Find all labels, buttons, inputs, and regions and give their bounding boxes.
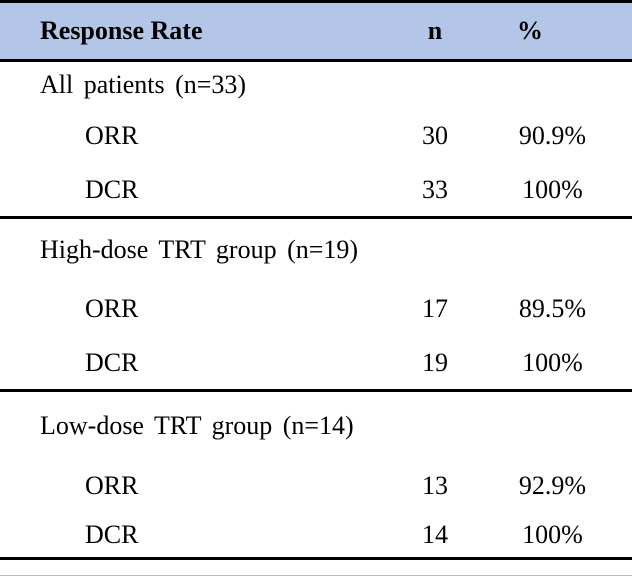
row-label: ORR (85, 294, 139, 323)
row-label: DCR (85, 175, 139, 204)
section-all-patients: All patients (n=33) ORR 30 90.9% DCR 33 … (0, 62, 632, 216)
cell-n: 13 (422, 471, 448, 500)
section-low-dose-trt: Low-dose TRT group (n=14) ORR 13 92.9% D… (0, 389, 632, 560)
cell-percent: 100% (522, 348, 583, 377)
header-response-rate: Response Rate (40, 16, 203, 45)
row-label: ORR (85, 121, 139, 150)
row-label: DCR (85, 348, 139, 377)
cell-percent: 92.9% (518, 471, 587, 500)
section-title-row: High-dose TRT group (n=19) (0, 219, 632, 281)
section-title-row: Low-dose TRT group (n=14) (0, 392, 632, 460)
cell-n: 14 (422, 519, 448, 549)
row-label: ORR (85, 471, 139, 500)
cell-n: 30 (422, 121, 448, 150)
cell-n: 17 (422, 294, 448, 323)
cell-percent: 89.5% (518, 294, 587, 323)
cell-percent: 100% (522, 175, 583, 204)
cell-n: 33 (422, 175, 448, 204)
header-n: n (427, 16, 443, 45)
table-row-orr: ORR 13 92.9% (0, 460, 632, 512)
table-row-orr: ORR 30 90.9% (0, 108, 632, 164)
table-header: Response Rate n % (0, 0, 632, 62)
cell-percent: 100% (522, 519, 583, 549)
section-title-row: All patients (n=33) (0, 62, 632, 108)
header-percent: % (517, 16, 543, 45)
section-title: High-dose TRT group (n=19) (40, 235, 359, 264)
table-row-dcr: DCR 19 100% (0, 337, 632, 389)
section-title: Low-dose TRT group (n=14) (40, 411, 354, 440)
cell-n: 19 (422, 348, 448, 377)
cell-percent: 90.9% (518, 121, 587, 150)
table-row-orr: ORR 17 89.5% (0, 281, 632, 337)
table-row-dcr: DCR 14 100% (0, 512, 632, 557)
row-label: DCR (85, 519, 139, 549)
section-title: All patients (n=33) (40, 70, 247, 99)
section-high-dose-trt: High-dose TRT group (n=19) ORR 17 89.5% … (0, 216, 632, 389)
table-row-dcr: DCR 33 100% (0, 164, 632, 216)
